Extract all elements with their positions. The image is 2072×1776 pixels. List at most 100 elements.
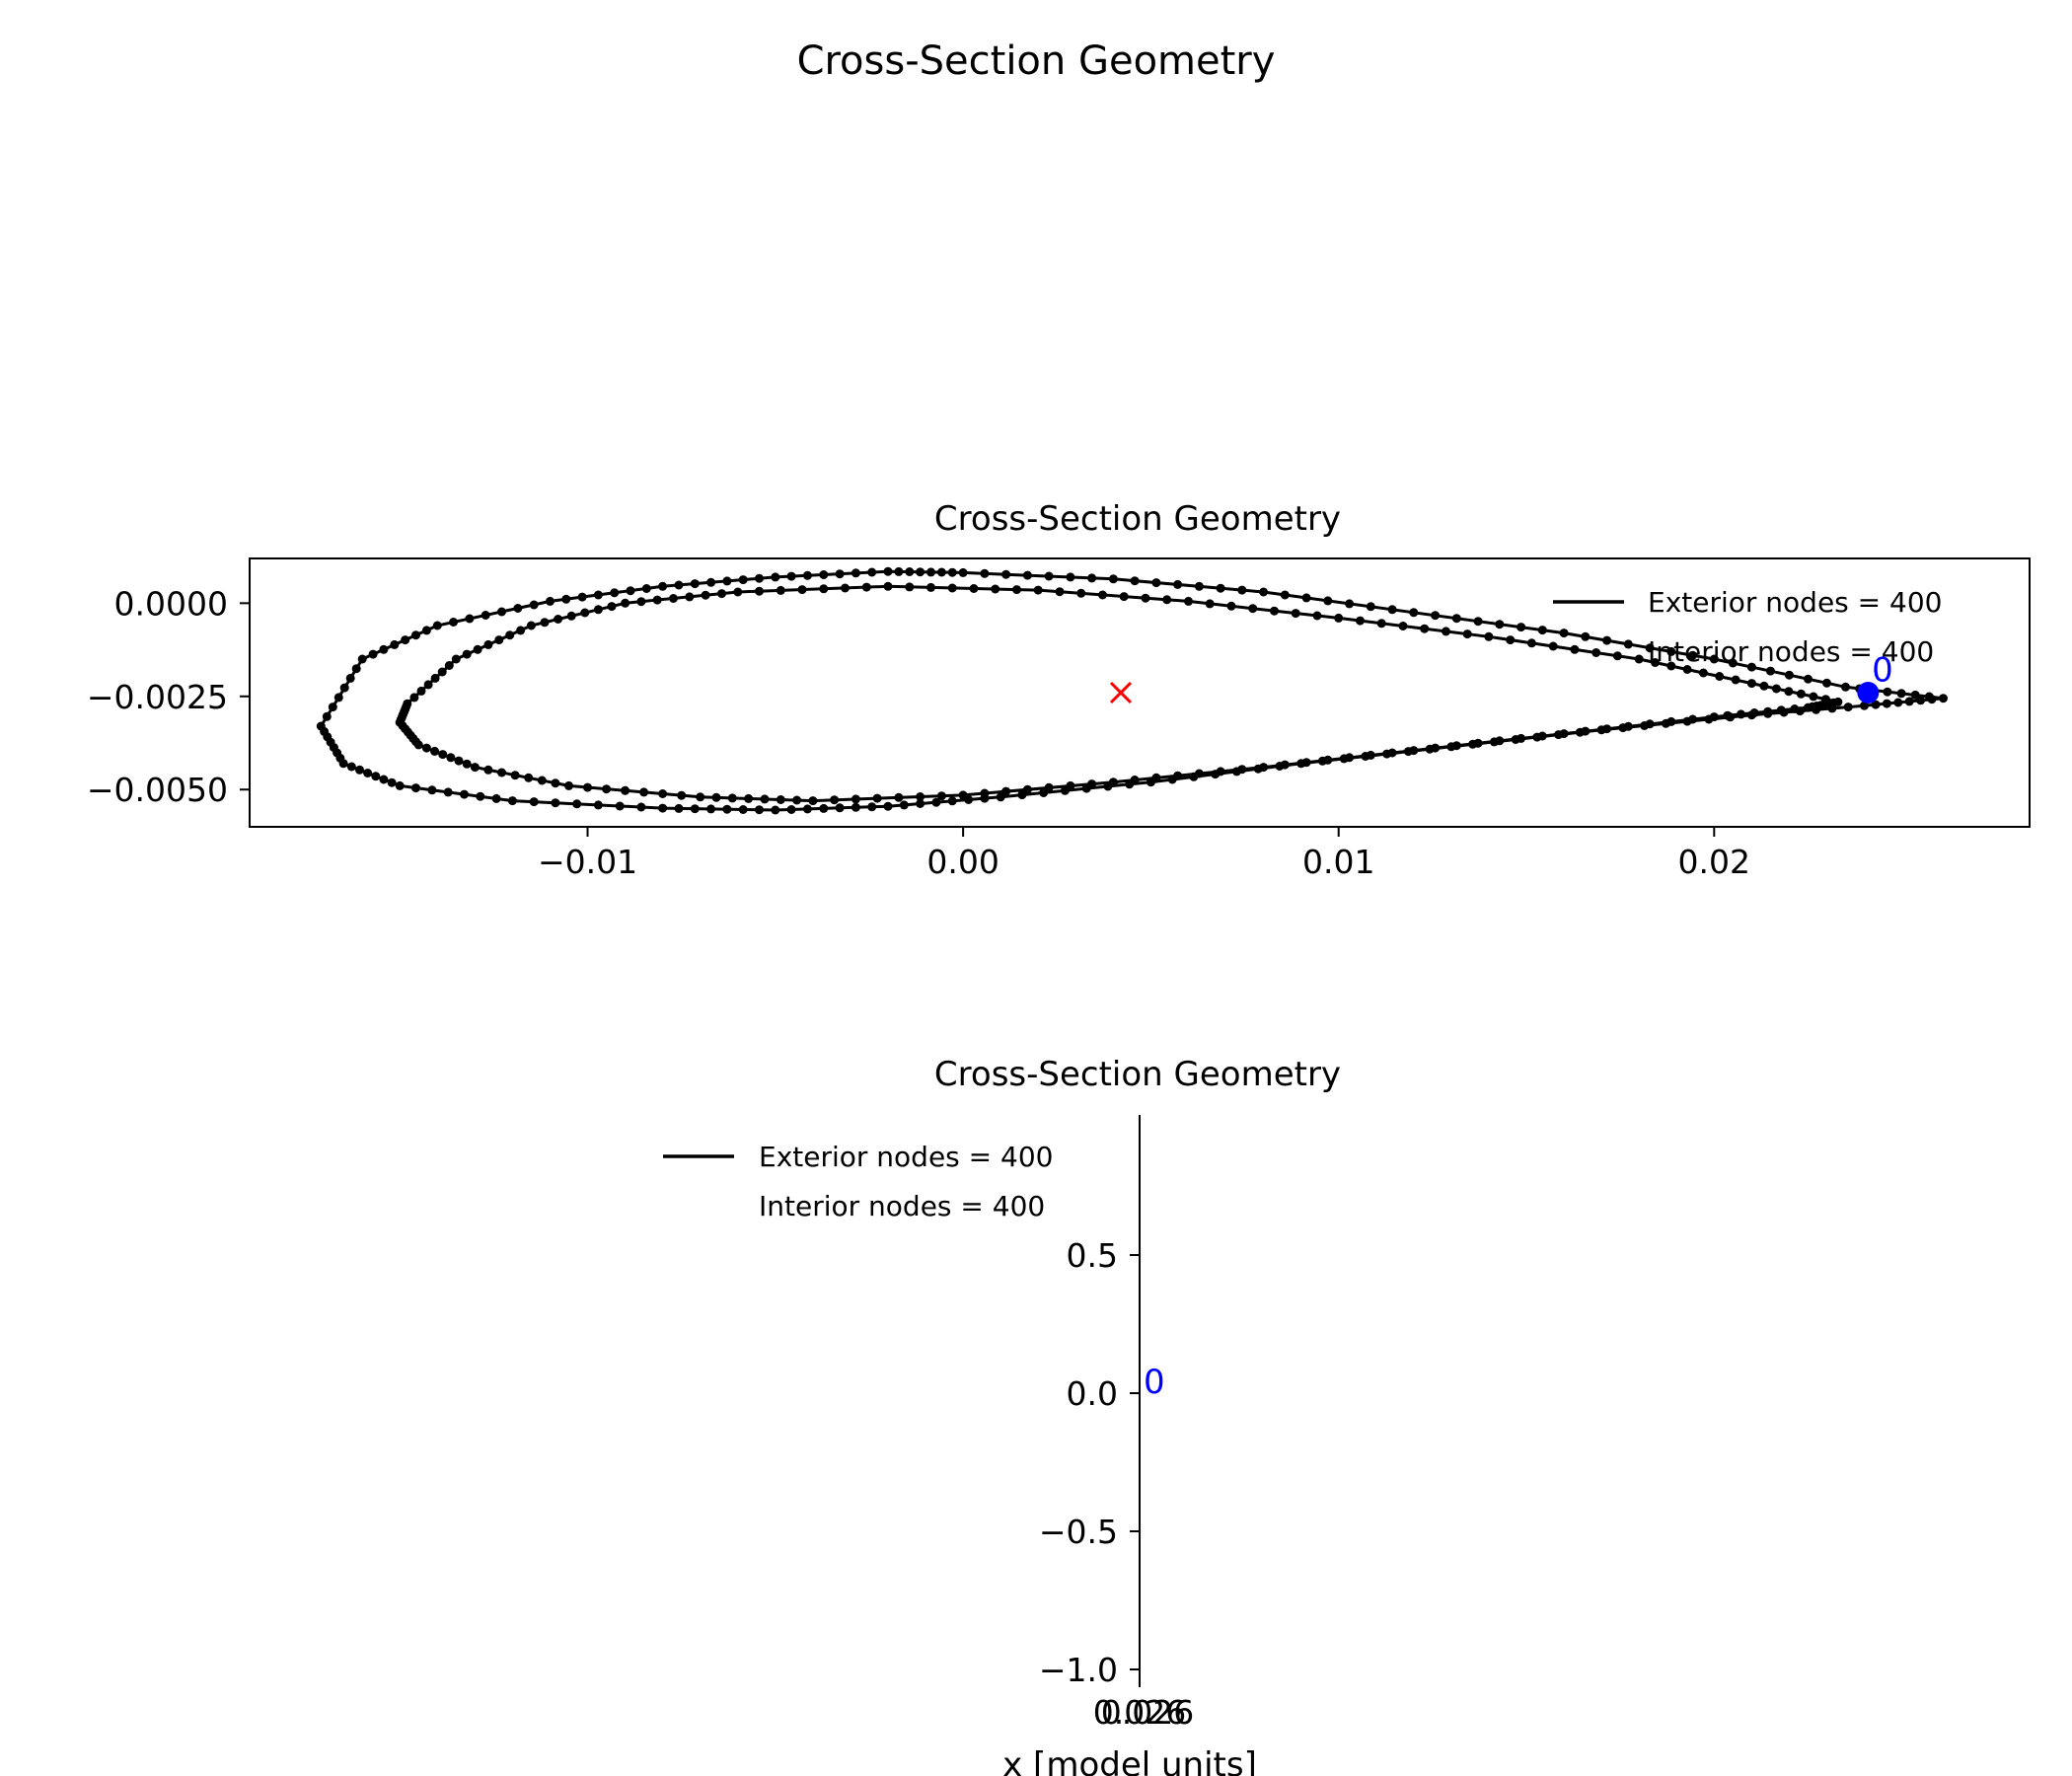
node-point [1291,609,1300,619]
node-point [621,598,630,608]
node-point [322,711,332,721]
node-point [916,799,925,808]
node-point [421,626,431,635]
node-point [690,579,700,589]
node-point [473,644,482,654]
x-tick-label: 0.02 [1678,843,1750,881]
node-point [733,587,743,597]
node-point [1184,596,1193,606]
node-point [507,796,517,806]
node-point [1312,611,1322,621]
node-point [546,596,555,606]
y-tick-label: 0.0 [1067,1374,1118,1413]
node-point [916,792,925,801]
node-point [1205,599,1215,609]
node-point [1495,620,1505,629]
node-point [1784,670,1794,680]
node-point [1194,581,1204,591]
node-point [494,635,504,645]
node-point [395,780,405,790]
node-point [1559,629,1569,638]
node-point [1728,658,1738,668]
node-point [1462,629,1472,639]
node-point [564,780,573,790]
node-point [593,590,603,600]
node-point [1345,753,1355,763]
node-point [776,795,785,804]
node-point [451,654,461,664]
node-point [1904,697,1914,706]
node-point [1623,721,1633,731]
node-point [1682,665,1692,674]
node-point [658,803,668,813]
x-tick-label: 0.026 [1101,1693,1194,1732]
node-point [1216,583,1225,593]
bottom-chart-x-axis-label: x [model units] [1002,1745,1257,1776]
node-point [1259,587,1269,597]
node-point [1001,569,1011,579]
bottom-chart-legend: Exterior nodes = 400 Interior nodes = 40… [663,1141,1053,1222]
node-point [1451,741,1461,751]
node-point [1737,709,1745,719]
node-point [554,615,563,624]
node-point [551,798,560,808]
node-point [872,793,882,803]
node-point [802,804,812,814]
node-point [607,602,617,612]
node-point [652,595,662,605]
node-point [1723,710,1733,720]
node-point [355,765,364,775]
node-point [1746,662,1756,672]
node-point [1409,746,1419,756]
node-point [1526,638,1536,648]
node-point [368,649,378,659]
node-point [1829,698,1838,707]
node-point [513,604,523,613]
node-point [727,793,737,803]
node-point [551,778,560,788]
node-point [483,639,493,649]
node-point [1698,668,1708,678]
node-point [1066,572,1075,582]
node-point [346,762,356,772]
node-point [411,783,420,793]
node-point [621,785,630,795]
node-point [1495,736,1505,746]
node-point [819,570,829,579]
node-point [371,772,381,781]
node-point [483,765,493,775]
node-point [1173,579,1183,589]
node-point [1688,650,1698,660]
node-point [958,790,968,800]
node-point [537,776,547,785]
node-point [1860,701,1869,710]
node-point [931,797,941,807]
node-point [1334,613,1344,623]
node-point [696,792,705,802]
y-tick-label: 0.5 [1067,1236,1118,1275]
node-point [1666,661,1676,671]
node-point [808,796,818,806]
node-point [1473,738,1483,748]
start-node-marker [1857,682,1880,703]
node-point [701,590,710,600]
node-point [835,803,845,813]
node-point [1076,588,1086,598]
top-chart-legend: Exterior nodes = 400 Interior nodes = 40… [1553,586,1942,668]
node-point [1366,750,1375,760]
node-point [390,639,400,649]
node-point [338,759,348,769]
node-point [980,788,990,798]
node-point [1645,719,1655,729]
node-point [476,791,485,801]
node-point [446,753,456,763]
node-point [1451,614,1461,624]
node-point [786,571,796,581]
node-point [1162,595,1172,605]
legend-label-exterior: Exterior nodes = 400 [1648,586,1942,619]
node-point [1517,623,1526,632]
node-point [1602,724,1612,734]
node-point [1001,786,1011,796]
node-point [1151,773,1161,782]
